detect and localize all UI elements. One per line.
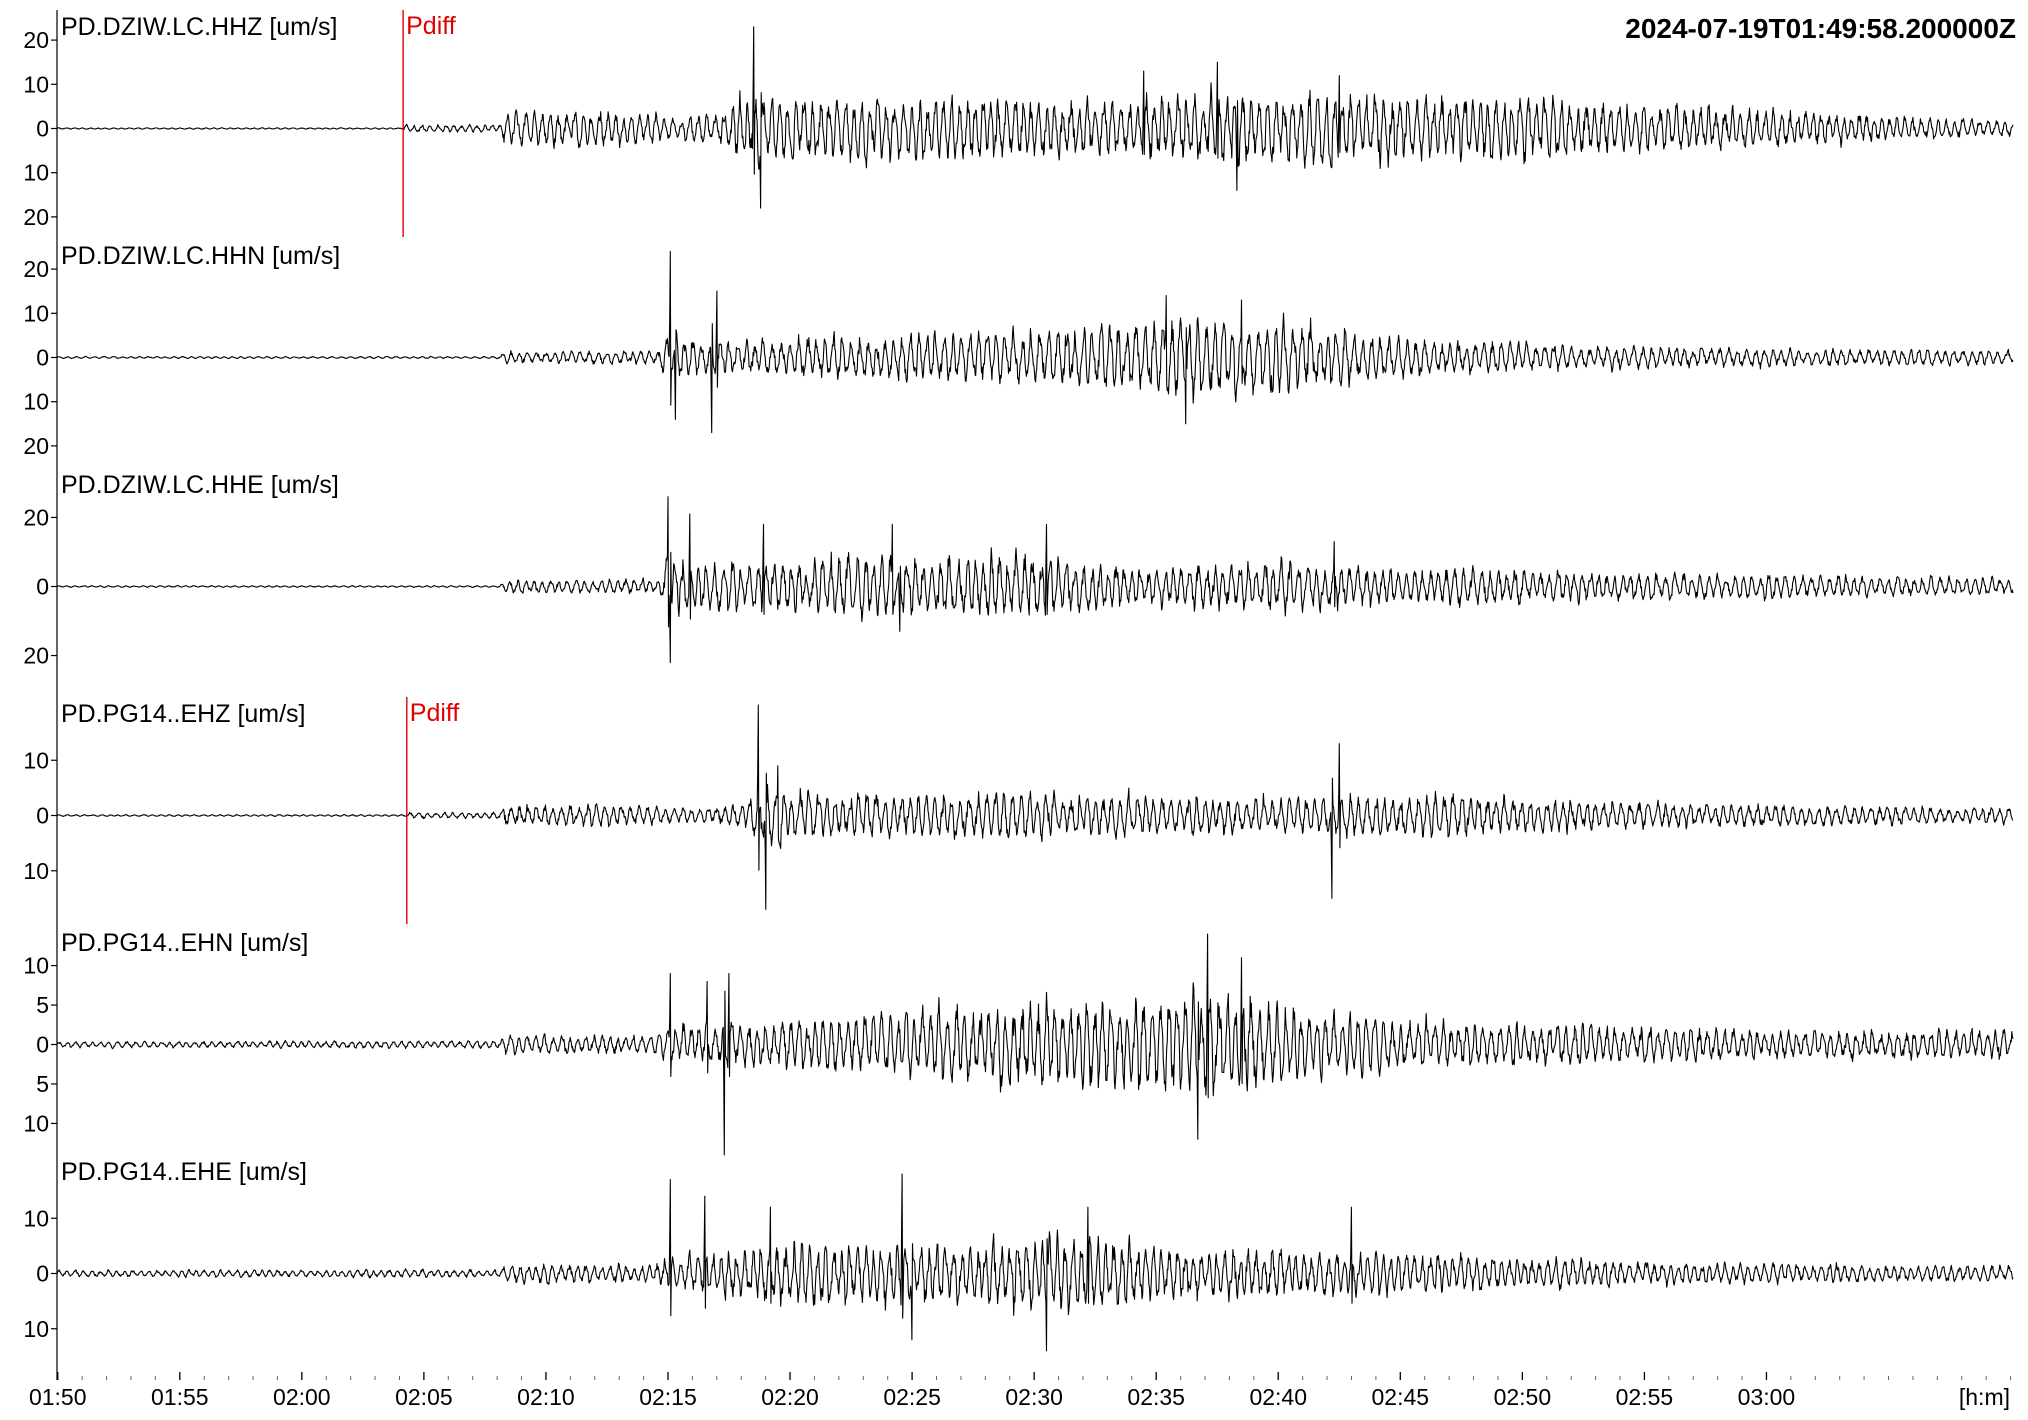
waveform-trace [56,1173,2014,1352]
y-tick-label: 20 [23,27,49,53]
x-tick-label: 02:55 [1616,1384,1674,1410]
x-tick-label: 02:20 [761,1384,819,1410]
y-tick-label: 10 [23,1316,49,1342]
channel-label: PD.PG14..EHE [um/s] [61,1158,307,1186]
y-tick-label: 10 [23,953,49,979]
trace-panel: 20 10 0 10 20 PD.DZIW.LC.HHN [um/s] [23,242,2014,459]
trace-panels: 20 10 0 10 20 PD.DZIW.LC.HHZ [um/s] Pdiff 20 10 0… [23,10,2014,1352]
x-tick-label: 02:30 [1005,1384,1063,1410]
trace-panel: 10 5 0 5 10 PD.PG14..EHN [um/s] [23,929,2014,1156]
trace-panel: 10 0 10 PD.PG14..EHZ [um/s] Pdiff [23,697,2014,924]
y-tick-label: 0 [36,1032,49,1058]
waveform-trace [56,933,2014,1156]
chart-title: 2024-07-19T01:49:58.200000Z [1625,13,2016,44]
channel-label: PD.DZIW.LC.HHE [um/s] [61,471,339,499]
y-tick-label: 0 [36,803,49,829]
trace-panel: 20 0 20 PD.DZIW.LC.HHE [um/s] [23,471,2014,669]
y-tick-label: 20 [23,256,49,282]
y-tick-label: 10 [23,389,49,415]
y-tick-label: 0 [36,116,49,142]
y-tick-label: 20 [23,204,49,230]
y-tick-label: 10 [23,160,49,186]
y-tick-label: 20 [23,504,49,530]
channel-label: PD.PG14..EHN [um/s] [61,929,308,957]
trace-panel: 20 10 0 10 20 PD.DZIW.LC.HHZ [um/s] Pdiff [23,10,2014,237]
y-tick-label: 0 [36,345,49,371]
x-tick-label: 03:00 [1738,1384,1796,1410]
time-axis: 01:50 01:55 02:00 02:05 02:10 02:15 02:20 02:25… [29,10,2012,1410]
y-tick-label: 20 [23,433,49,459]
x-tick-label: 01:50 [29,1384,87,1410]
x-tick-label: 02:10 [517,1384,575,1410]
waveform-trace [56,496,2014,664]
y-tick-label: 10 [23,747,49,773]
y-tick-label: 0 [36,574,49,600]
x-tick-label: 01:55 [151,1384,209,1410]
waveform-trace [56,704,2014,910]
x-tick-label: 02:45 [1372,1384,1430,1410]
y-tick-label: 0 [36,1261,49,1287]
trace-panel: 10 0 10 PD.PG14..EHE [um/s] [23,1158,2014,1352]
x-tick-label: 02:50 [1494,1384,1552,1410]
x-tick-label: 02:15 [639,1384,697,1410]
y-tick-label: 10 [23,858,49,884]
y-tick-label: 20 [23,643,49,669]
y-tick-label: 10 [23,1205,49,1231]
x-tick-label: 02:05 [395,1384,453,1410]
channel-label: PD.PG14..EHZ [um/s] [61,700,306,728]
x-tick-label: 02:25 [883,1384,941,1410]
x-axis-unit-label: [h:m] [1959,1384,2010,1410]
x-tick-label: 02:35 [1127,1384,1185,1410]
y-tick-label: 5 [36,1071,49,1097]
channel-label: PD.DZIW.LC.HHZ [um/s] [61,13,337,41]
y-tick-label: 10 [23,300,49,326]
phase-marker-label: Pdiff [410,699,460,727]
y-tick-label: 5 [36,992,49,1018]
x-tick-label: 02:00 [273,1384,331,1410]
x-tick-label: 02:40 [1249,1384,1307,1410]
channel-label: PD.DZIW.LC.HHN [um/s] [61,242,340,270]
phase-marker-label: Pdiff [406,12,456,40]
waveform-trace [56,250,2014,434]
y-tick-label: 10 [23,71,49,97]
y-tick-label: 10 [23,1110,49,1136]
waveform-trace [56,26,2014,209]
